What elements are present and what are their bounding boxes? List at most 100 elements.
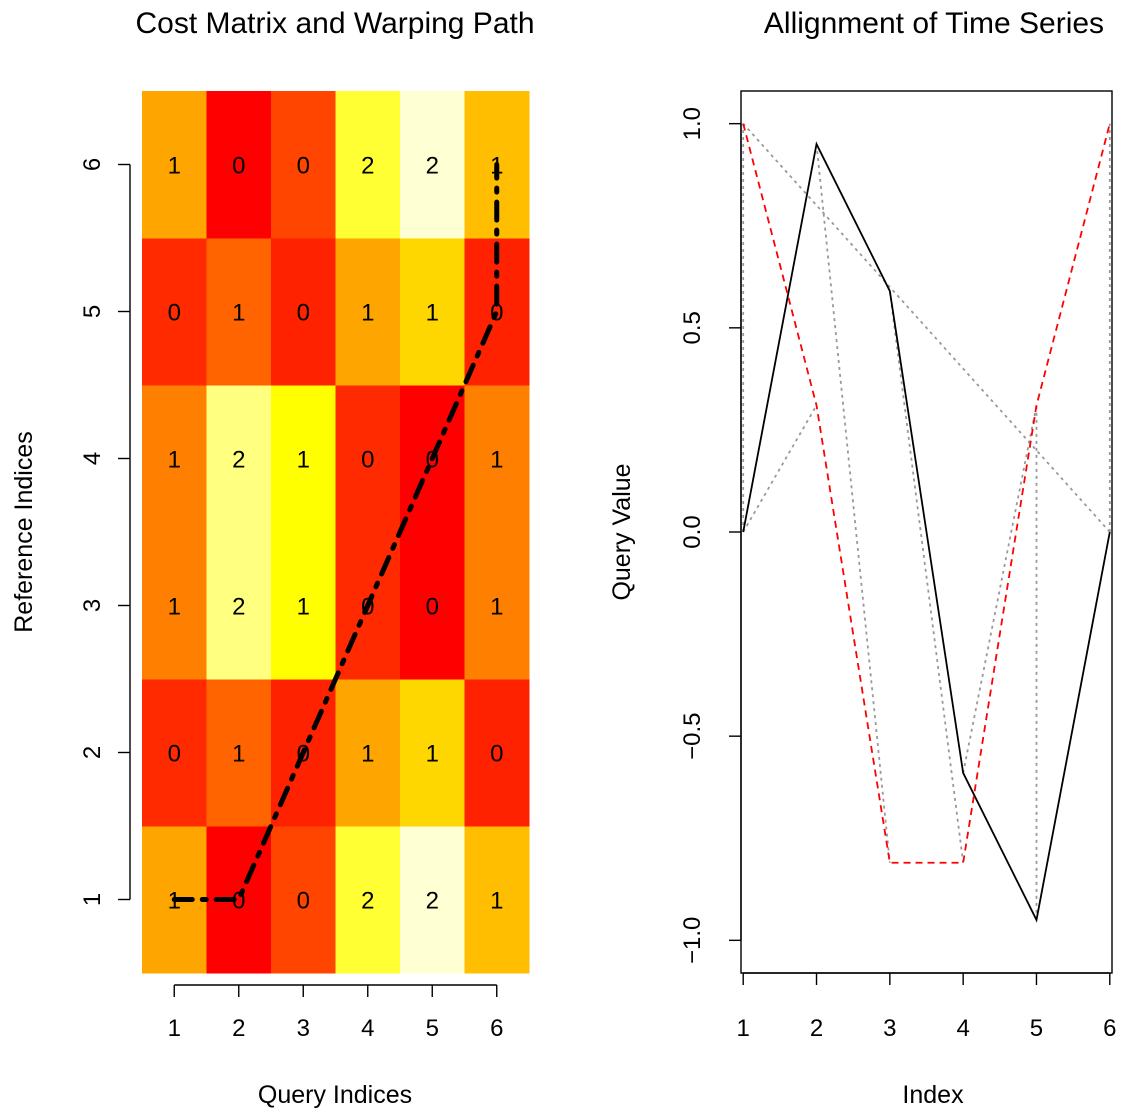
line-x-axis-label: Index: [902, 1081, 964, 1109]
heatmap-cell-r5-c4: [335, 238, 401, 386]
cell-value-r6-c3: 0: [297, 153, 310, 180]
cell-value-r2-c5: 1: [426, 741, 439, 768]
heatmap-cell-r4-c6: [464, 385, 530, 533]
heatmap-y-tick-label: 2: [79, 746, 106, 759]
cell-value-r4-c1: 1: [168, 447, 181, 474]
line-y-tick-label: 1.0: [679, 107, 706, 140]
cell-value-r2-c4: 1: [361, 741, 374, 768]
heatmap-cell-r3-c1: [142, 532, 207, 680]
heatmap-cell-r6-c3: [271, 91, 336, 239]
heatmap-x-tick-label: 5: [426, 1015, 439, 1042]
heatmap-cell-r4-c3: [271, 385, 336, 533]
line-y-tick-label: 0.5: [679, 311, 706, 344]
heatmap-cell-r1-c4: [335, 826, 401, 974]
heatmap-x-tick-label: 3: [297, 1015, 310, 1042]
heatmap-cell-r2-c4: [335, 679, 401, 827]
heatmap-y-tick-label: 3: [79, 599, 106, 612]
heatmap-cell-r3-c6: [464, 532, 530, 680]
alignment-link: [888, 290, 965, 863]
line-y-axis-label: Query Value: [608, 463, 636, 600]
cell-value-r1-c5: 2: [426, 888, 439, 915]
heatmap-y-axis: 1 2 3 4 5 6: [79, 158, 131, 906]
heatmap-cell-r6-c4: [335, 91, 401, 239]
heatmap-cell-r5-c5: [400, 238, 465, 386]
heatmap-x-tick-label: 2: [232, 1015, 245, 1042]
cell-value-r4-c4: 0: [361, 447, 374, 474]
heatmap-y-tick-label: 5: [79, 305, 106, 318]
cell-value-r6-c1: 1: [168, 153, 181, 180]
line-x-tick-label: 2: [810, 1015, 823, 1042]
alignment-link: [742, 404, 818, 533]
line-x-tick-label: 3: [883, 1015, 896, 1042]
warping-path-line: [171, 162, 500, 902]
heatmap-x-tick-label: 1: [168, 1015, 181, 1042]
heatmap-cell-r6-c5: [400, 91, 465, 239]
heatmap-y-axis-label: Reference Indices: [10, 431, 38, 633]
line-x-tick-label: 5: [1030, 1015, 1043, 1042]
heatmap-y-tick-label: 6: [79, 158, 106, 171]
heatmap-x-tick-label: 4: [361, 1015, 374, 1042]
warping-path: [171, 162, 500, 902]
heatmap-cell-r4-c1: [142, 385, 207, 533]
line-y-tick-label: 0.0: [679, 515, 706, 548]
line-y-axis: −1.0 −0.5 0.0 0.5 1.0: [679, 107, 742, 964]
alignment-link: [962, 405, 1038, 774]
line-y-tick-label: −0.5: [679, 712, 706, 759]
heatmap-cell-r6-c2: [206, 91, 272, 239]
cell-value-r6-c5: 2: [426, 153, 439, 180]
heatmap-cell-r4-c4: [335, 385, 401, 533]
heatmap-cell-r3-c3: [271, 532, 336, 680]
query-series-line: [742, 141, 1111, 923]
heatmap-cell-r5-c1: [142, 238, 207, 386]
line-panel: Allignment of Time Series 1 2 3 4 5 6 −1.0 −0.…: [608, 7, 1116, 1109]
cell-value-r6-c4: 2: [361, 153, 374, 180]
alignment-links: [742, 123, 1111, 920]
heatmap-cell-r3-c2: [206, 532, 272, 680]
heatmap-cell-r4-c2: [206, 385, 272, 533]
heatmap-title: Cost Matrix and Warping Path: [135, 7, 534, 40]
cell-value-r4-c2: 2: [232, 447, 245, 474]
heatmap-y-tick-label: 1: [79, 893, 106, 906]
line-x-axis: 1 2 3 4 5 6: [737, 972, 1116, 1042]
cell-value-r4-c3: 1: [297, 447, 310, 474]
cell-value-r5-c2: 1: [232, 300, 245, 327]
cell-value-r1-c6: 1: [490, 888, 503, 915]
heatmap-x-tick-label: 6: [490, 1015, 503, 1042]
line-x-tick-label: 6: [1103, 1015, 1116, 1042]
heatmap-cell-r1-c5: [400, 826, 465, 974]
cell-value-r5-c3: 0: [297, 300, 310, 327]
line-x-tick-label: 1: [737, 1015, 750, 1042]
heatmap-cell-labels: 1 0 0 2 2 10 1 0 1 1 01 2 1 0 0 11 2 1 0 0 10 1 0 1 1 01 0 0 2 2 1: [168, 153, 504, 915]
cell-value-r5-c5: 1: [426, 300, 439, 327]
heatmap-cell-r2-c1: [142, 679, 207, 827]
reference-series-line: [742, 123, 1111, 864]
heatmap-x-axis-label: Query Indices: [258, 1081, 412, 1109]
alignment-link: [815, 143, 891, 863]
cell-value-r5-c1: 0: [168, 300, 181, 327]
cell-value-r1-c3: 0: [297, 888, 310, 915]
cell-value-r2-c1: 0: [168, 741, 181, 768]
line-title: Allignment of Time Series: [764, 7, 1104, 40]
heatmap-cell-r3-c5: [400, 532, 465, 680]
cell-value-r3-c2: 2: [232, 594, 245, 621]
heatmap-y-tick-label: 4: [79, 452, 106, 465]
cell-value-r3-c6: 1: [490, 594, 503, 621]
heatmap-cells: [142, 91, 530, 974]
cell-value-r1-c4: 2: [361, 888, 374, 915]
heatmap-x-axis: 1 2 3 4 5 6: [168, 984, 503, 1042]
cell-value-r3-c3: 1: [297, 594, 310, 621]
heatmap-cell-r5-c3: [271, 238, 336, 386]
heatmap-cell-r2-c6: [464, 679, 530, 827]
heatmap-cell-r5-c2: [206, 238, 272, 386]
heatmap-cell-r1-c3: [271, 826, 336, 974]
heatmap-cell-r2-c2: [206, 679, 272, 827]
line-x-tick-label: 4: [956, 1015, 969, 1042]
alignment-link: [742, 123, 1111, 533]
cell-value-r3-c5: 0: [426, 594, 439, 621]
heatmap-cell-r6-c1: [142, 91, 207, 239]
cell-value-r2-c6: 0: [490, 741, 503, 768]
heatmap-cell-r2-c5: [400, 679, 465, 827]
line-y-tick-label: −1.0: [679, 917, 706, 964]
line-series: [742, 123, 1111, 923]
